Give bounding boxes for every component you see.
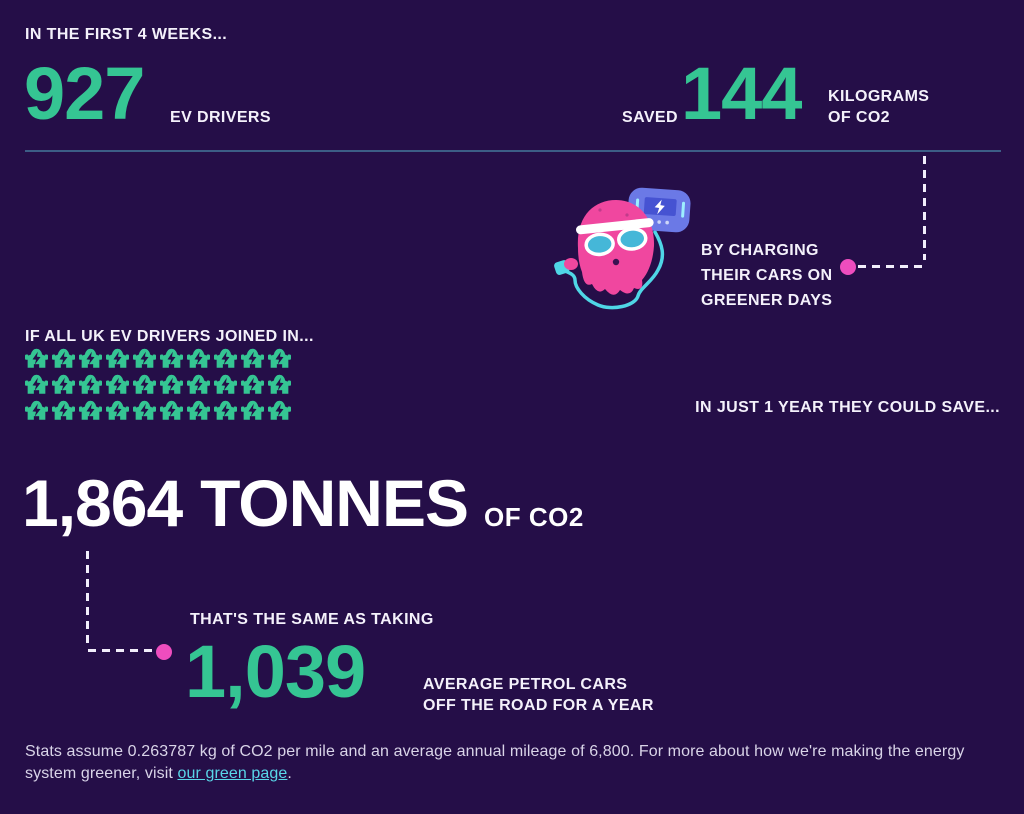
connector-dash-vertical-top (923, 156, 926, 260)
tonnes-value: 1,864 (22, 466, 183, 540)
ev-car-icon (241, 347, 264, 369)
tonnes-unit: TONNES (200, 466, 469, 540)
co2-saved-value: 144 (681, 52, 802, 135)
ev-car-icon (52, 347, 75, 369)
petrol-cars-label-line2: OFF THE ROAD FOR A YEAR (423, 697, 654, 714)
charging-note-line2: THEIR CARS ON (701, 267, 833, 284)
ev-car-icon (133, 347, 156, 369)
saved-prefix-label: SAVED (622, 109, 678, 126)
tonnes-suffix: OF CO2 (484, 502, 584, 532)
co2-saved-unit: KILOGRAMS OF CO2 (828, 86, 929, 128)
ev-car-icon (268, 347, 291, 369)
same-as-label: THAT'S THE SAME AS TAKING (190, 611, 434, 628)
ev-car-icon (241, 373, 264, 395)
ev-car-icon (52, 373, 75, 395)
ev-car-icon (214, 399, 237, 421)
ev-cars-grid (25, 347, 291, 421)
footer-text-after-link: . (287, 765, 292, 782)
connector-dot-bottom (156, 644, 172, 660)
charging-note-line1: BY CHARGING (701, 242, 819, 259)
octopus-charging-mascot-icon (554, 187, 691, 310)
ev-car-icon (106, 373, 129, 395)
ev-car-icon (133, 399, 156, 421)
co2-saved-unit-line1: KILOGRAMS (828, 88, 930, 105)
tonnes-row: 1,864 TONNES OF CO2 (22, 470, 584, 536)
ev-car-icon (25, 347, 48, 369)
ev-car-icon (187, 399, 210, 421)
connector-dash-horizontal-top (858, 265, 924, 268)
ev-car-icon (160, 347, 183, 369)
joined-label: IF ALL UK EV DRIVERS JOINED IN... (25, 328, 314, 345)
charging-note: BY CHARGING THEIR CARS ON GREENER DAYS (701, 238, 832, 313)
petrol-cars-label-line1: AVERAGE PETROL CARS (423, 676, 628, 693)
petrol-cars-value: 1,039 (185, 630, 366, 713)
ev-car-icon (160, 373, 183, 395)
ev-car-icon (214, 373, 237, 395)
ev-car-icon (106, 347, 129, 369)
ev-car-icon (268, 373, 291, 395)
ev-car-icon (187, 347, 210, 369)
ev-car-icon (160, 399, 183, 421)
charging-note-line3: GREENER DAYS (701, 292, 833, 309)
green-page-link[interactable]: our green page (177, 765, 288, 782)
ev-drivers-value: 927 (24, 52, 145, 135)
ev-car-icon (79, 399, 102, 421)
sunglasses-icon (576, 218, 654, 257)
ev-car-icon (268, 399, 291, 421)
ev-car-icon (52, 399, 75, 421)
co2-saved-unit-line2: OF CO2 (828, 109, 890, 126)
intro-label: IN THE FIRST 4 WEEKS... (25, 26, 228, 43)
ev-car-icon (241, 399, 264, 421)
year-lead-label: IN JUST 1 YEAR THEY COULD SAVE... (695, 399, 1000, 416)
ev-car-icon (25, 373, 48, 395)
section-divider (25, 150, 1001, 152)
ev-car-icon (214, 347, 237, 369)
connector-dot-top (840, 259, 856, 275)
footer-note: Stats assume 0.263787 kg of CO2 per mile… (25, 741, 980, 785)
petrol-cars-label: AVERAGE PETROL CARS OFF THE ROAD FOR A Y… (423, 674, 654, 716)
ev-car-icon (133, 373, 156, 395)
ev-car-icon (187, 373, 210, 395)
footer-text-before-link: Stats assume 0.263787 kg of CO2 per mile… (25, 743, 965, 782)
ev-drivers-label: EV DRIVERS (170, 109, 271, 126)
ev-car-icon (79, 373, 102, 395)
connector-dash-horizontal-bottom (88, 649, 152, 652)
ev-car-icon (106, 399, 129, 421)
connector-dash-vertical-bottom (86, 551, 89, 644)
ev-car-icon (79, 347, 102, 369)
ev-car-icon (25, 399, 48, 421)
